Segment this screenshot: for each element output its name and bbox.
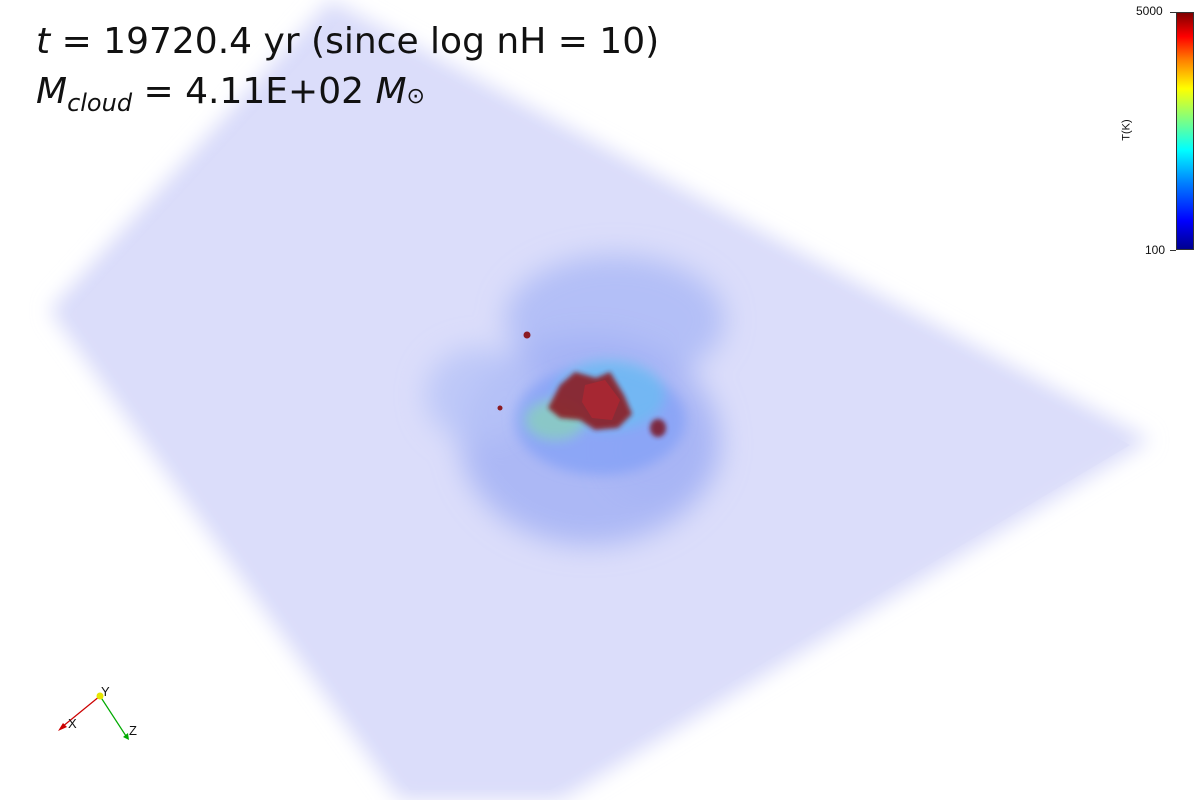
hot-core <box>548 372 666 437</box>
y-axis-dot-icon <box>96 692 104 700</box>
y-axis-label: Y <box>101 684 110 699</box>
x-axis-arrow-icon <box>58 723 67 731</box>
z-axis-arrow-icon <box>123 733 129 740</box>
orientation-axes: X Y Z <box>58 684 137 740</box>
temperature-colorbar <box>1176 12 1194 250</box>
dense-clump <box>523 331 531 339</box>
mass-unit: M <box>375 71 407 112</box>
mass-subscript: cloud <box>67 89 133 117</box>
time-value: = 19720.4 yr (since log nH = 10) <box>61 21 660 62</box>
time-annotation: t = 19720.4 yr (since log nH = 10) <box>36 24 659 60</box>
colorbar-max-label: 5000 <box>1136 4 1163 18</box>
mass-annotation: Mcloud = 4.11E+02 M⊙ <box>36 71 425 117</box>
colorbar-title: T(K) <box>1120 119 1133 141</box>
mass-variable: M <box>36 71 68 112</box>
z-axis-label: Z <box>129 723 137 738</box>
x-axis-line <box>61 695 101 728</box>
colorbar-min-tick <box>1170 250 1176 251</box>
mass-value: = 4.11E+02 <box>143 71 364 112</box>
dense-clump <box>497 405 503 411</box>
x-axis-label: X <box>68 716 77 731</box>
time-variable: t <box>36 21 51 62</box>
sun-symbol-icon: ⊙ <box>406 84 425 109</box>
colorbar-max-tick <box>1170 12 1176 13</box>
z-axis-line <box>99 695 127 737</box>
colorbar-min-label: 100 <box>1145 243 1166 257</box>
